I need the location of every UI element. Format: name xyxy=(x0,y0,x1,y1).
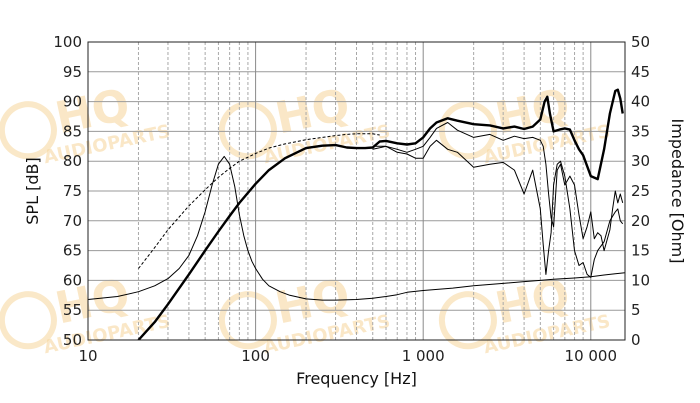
series-layer xyxy=(88,88,625,340)
series-line-1 xyxy=(137,88,624,340)
x-tick-label: 10 xyxy=(78,347,97,365)
x-axis-label: Frequency [Hz] xyxy=(296,369,417,388)
y-left-tick-label: 100 xyxy=(53,33,82,51)
y-right-tick-label: 10 xyxy=(631,271,650,289)
y-left-tick-label: 85 xyxy=(63,122,82,140)
y-right-tick-label: 35 xyxy=(631,122,650,140)
watermark-ring xyxy=(218,101,277,160)
watermark-ring xyxy=(218,291,277,350)
y-right-tick-label: 25 xyxy=(631,182,650,200)
y-right-tick-labels: 0 5 10 15 20 25 30 35 40 45 50 xyxy=(631,33,650,349)
y-left-tick-labels: 50 55 60 65 70 75 80 85 90 95 100 xyxy=(53,33,82,349)
y-right-tick-label: 40 xyxy=(631,93,650,111)
y-left-tick-label: 50 xyxy=(63,331,82,349)
y-left-tick-label: 95 xyxy=(63,63,82,81)
watermark-ring xyxy=(438,101,497,160)
y-left-tick-label: 55 xyxy=(63,301,82,319)
series-line-3 xyxy=(372,139,624,278)
y-left-tick-label: 60 xyxy=(63,271,82,289)
y-left-tick-label: 75 xyxy=(63,182,82,200)
y-right-tick-label: 50 xyxy=(631,33,650,51)
y-left-tick-label: 65 xyxy=(63,242,82,260)
y-left-axis-label: SPL [dB] xyxy=(23,157,42,224)
watermark-ring xyxy=(0,101,57,160)
x-tick-label: 100 xyxy=(241,347,270,365)
y-right-tick-label: 5 xyxy=(631,301,641,319)
y-left-tick-label: 70 xyxy=(63,212,82,230)
y-right-tick-label: 15 xyxy=(631,242,650,260)
series-line-4 xyxy=(138,133,380,269)
plot-frame xyxy=(87,41,626,341)
x-tick-label: 10 000 xyxy=(565,347,618,365)
y-right-axis-label: Impedance [Ohm] xyxy=(668,119,687,264)
y-left-tick-label: 90 xyxy=(63,93,82,111)
watermark-ring xyxy=(0,291,57,350)
x-tick-labels: 10 100 1 000 10 000 xyxy=(78,347,617,365)
y-left-tick-label: 80 xyxy=(63,152,82,170)
y-right-tick-label: 45 xyxy=(631,63,650,81)
series-line-2 xyxy=(372,122,624,252)
y-right-tick-label: 20 xyxy=(631,212,650,230)
y-right-tick-label: 0 xyxy=(631,331,641,349)
watermark-ring xyxy=(438,291,497,350)
x-tick-label: 1 000 xyxy=(402,347,445,365)
series-line-5 xyxy=(88,155,625,301)
y-right-tick-label: 30 xyxy=(631,152,650,170)
